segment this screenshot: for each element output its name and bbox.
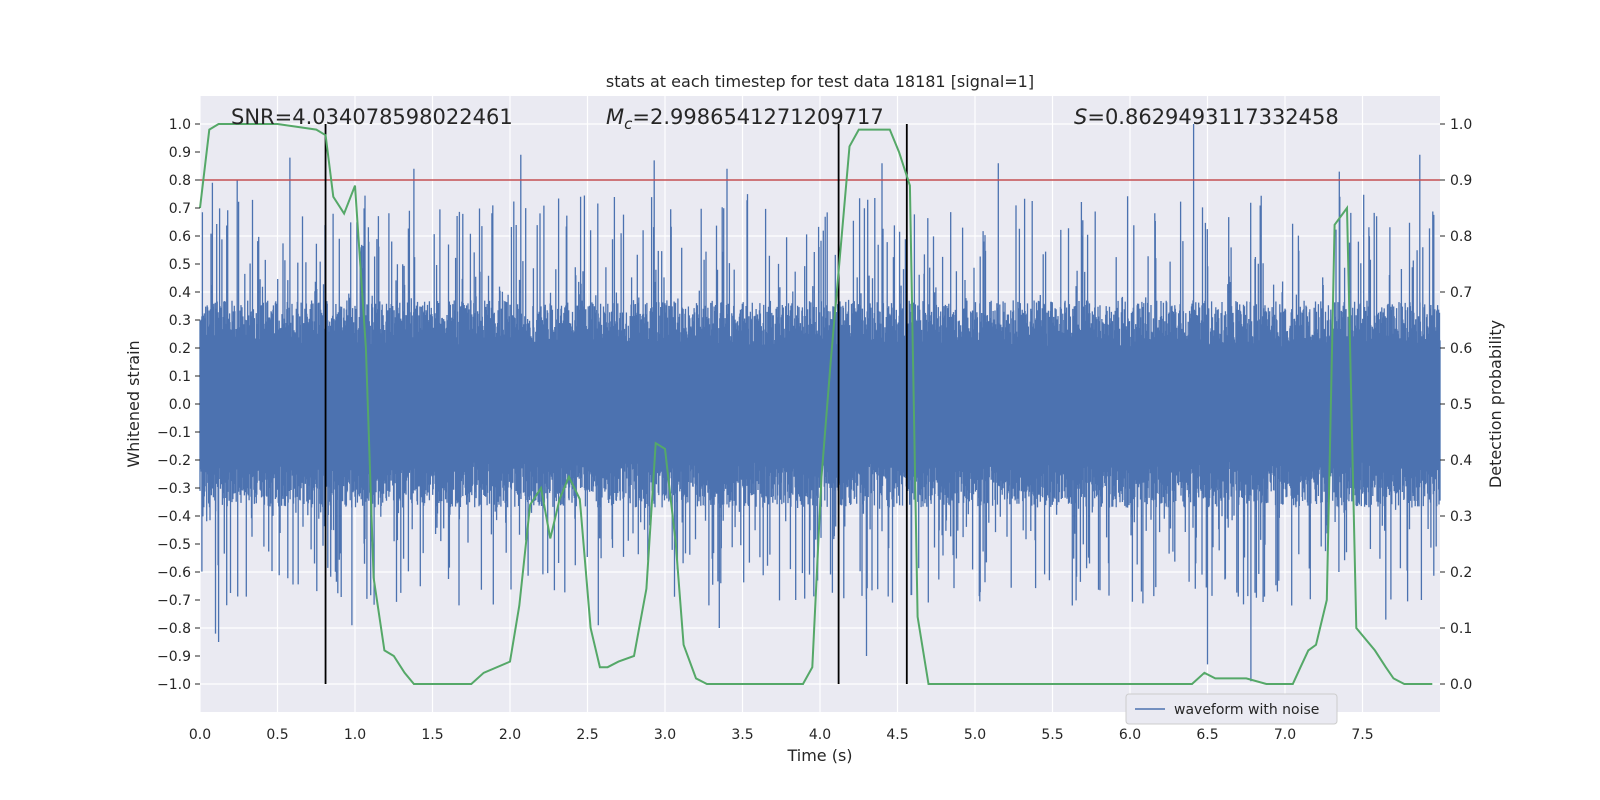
y2-tick-label: 0.9 <box>1450 173 1472 189</box>
x-tick-label: 1.5 <box>421 727 443 743</box>
legend: waveform with noise <box>1125 693 1338 725</box>
y-tick-label: −0.6 <box>157 565 191 581</box>
y-tick-label: 0.6 <box>169 229 191 245</box>
chirp-mass-subscript: c <box>624 115 633 133</box>
y2-tick-label: 0.2 <box>1450 565 1472 581</box>
y-axis-label: Whitened strain <box>124 340 143 467</box>
y-tick-label: 0.1 <box>169 369 191 385</box>
x-tick-label: 0.0 <box>189 727 211 743</box>
y2-axis-label: Detection probability <box>1486 320 1505 488</box>
y-tick-label: 0.8 <box>169 173 191 189</box>
x-tick-labels: 0.0 0.5 1.0 1.5 2.0 2.5 3.0 3.5 4.0 4.5 5.0 5.5 6.0 6… <box>189 727 1374 743</box>
probability-series <box>199 123 1433 685</box>
x-tick-label: 4.5 <box>886 727 908 743</box>
y2-tick-label: 0.0 <box>1450 677 1472 693</box>
x-tick-label: 3.5 <box>731 727 753 743</box>
y2-tick-labels: 1.0 0.9 0.8 0.7 0.6 0.5 0.4 0.3 0.2 0.1 0.0 <box>1440 117 1472 693</box>
overlay-lines <box>200 124 1440 684</box>
statistic-symbol: S <box>1074 105 1087 129</box>
x-tick-label: 2.0 <box>499 727 521 743</box>
y-tick-label: −0.7 <box>157 593 191 609</box>
y2-tick-label: 0.5 <box>1450 397 1472 413</box>
waveform-series <box>199 124 1441 682</box>
x-tick-label: 5.0 <box>964 727 986 743</box>
x-axis-label: Time (s) <box>786 746 852 765</box>
statistic-annotation: S=0.8629493117332458 <box>1074 105 1339 129</box>
legend-box <box>1125 693 1338 725</box>
x-tick-label: 3.0 <box>654 727 676 743</box>
x-tick-label: 2.5 <box>576 727 598 743</box>
y2-tick-label: 0.6 <box>1450 341 1472 357</box>
y-tick-label: 0.4 <box>169 285 191 301</box>
waveform-with-noise-line <box>199 124 1441 682</box>
y2-tick-label: 0.8 <box>1450 229 1472 245</box>
y2-tick-label: 0.7 <box>1450 285 1472 301</box>
y-tick-label: −0.3 <box>157 481 191 497</box>
y2-tick-label: 1.0 <box>1450 117 1472 133</box>
x-tick-label: 1.0 <box>344 727 366 743</box>
y-tick-label: −0.4 <box>157 509 191 525</box>
legend-label: waveform with noise <box>1174 702 1319 718</box>
x-tick-label: 6.0 <box>1119 727 1141 743</box>
y-tick-label: −0.1 <box>157 425 191 441</box>
y-tick-label: 0.7 <box>169 201 191 217</box>
x-tick-label: 0.5 <box>266 727 288 743</box>
x-tick-label: 4.0 <box>809 727 831 743</box>
y-tick-labels: 1.0 0.9 0.8 0.7 0.6 0.5 0.4 0.3 0.2 0.1 0.0 −0.1 −0.… <box>157 117 200 693</box>
y-tick-label: −0.5 <box>157 537 191 553</box>
x-tick-label: 5.5 <box>1041 727 1063 743</box>
chirp-mass-annotation: Mc=2.9986541271209717 <box>606 105 884 133</box>
y-tick-label: 0.3 <box>169 313 191 329</box>
x-tick-label: 6.5 <box>1196 727 1218 743</box>
chirp-mass-symbol: M <box>606 105 624 129</box>
x-tick-label: 7.5 <box>1351 727 1373 743</box>
y-tick-label: 0.5 <box>169 257 191 273</box>
snr-annotation: SNR=4.034078598022461 <box>231 105 513 129</box>
chart-title: stats at each timestep for test data 181… <box>606 72 1034 91</box>
x-tick-label: 7.0 <box>1274 727 1296 743</box>
y-tick-label: 0.2 <box>169 341 191 357</box>
chirp-mass-value: =2.9986541271209717 <box>632 105 883 129</box>
y-tick-label: −1.0 <box>157 677 191 693</box>
y-tick-label: −0.9 <box>157 649 191 665</box>
y-tick-label: −0.2 <box>157 453 191 469</box>
y-tick-label: 0.9 <box>169 145 191 161</box>
y2-tick-label: 0.1 <box>1450 621 1472 637</box>
detection-probability-line <box>199 123 1433 685</box>
y-tick-label: −0.8 <box>157 621 191 637</box>
y2-tick-label: 0.4 <box>1450 453 1472 469</box>
y2-tick-label: 0.3 <box>1450 509 1472 525</box>
y-tick-label: 0.0 <box>169 397 191 413</box>
statistic-value: =0.8629493117332458 <box>1087 105 1338 129</box>
y-tick-label: 1.0 <box>169 117 191 133</box>
